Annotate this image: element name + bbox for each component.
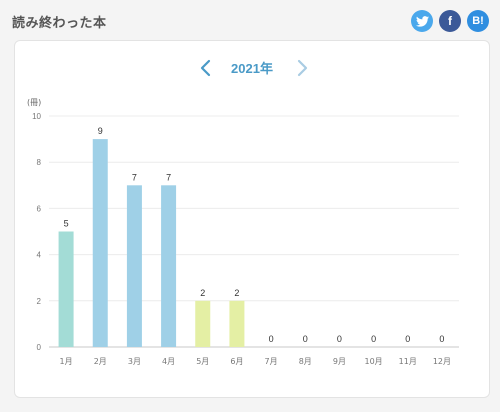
- x-tick-label: 10月: [364, 357, 382, 366]
- chart-card: 2021年 (冊) 0 2 4 6 8 10 5 1月 9 2月 7 3月 7 4月 2 5月 2 6月 0 7月 0 8月…: [14, 40, 490, 398]
- data-label: 5: [64, 219, 69, 229]
- hatena-bookmark-button[interactable]: B!: [467, 10, 489, 32]
- data-label: 0: [371, 334, 376, 344]
- data-label: 7: [132, 172, 137, 182]
- bar-chart: (冊) 0 2 4 6 8 10 5 1月 9 2月 7 3月 7 4月 2 5月 2 6月 0 7月 0 8月 0 9月 0 10…: [27, 98, 459, 366]
- x-tick-label: 7月: [265, 357, 278, 366]
- x-tick-label: 2月: [94, 357, 107, 366]
- x-tick-label: 8月: [299, 357, 312, 366]
- year-navigation: 2021年: [15, 57, 489, 79]
- twitter-share-button[interactable]: [411, 10, 433, 32]
- bar-3: [126, 185, 142, 347]
- chevron-left-icon: [200, 59, 211, 77]
- data-label: 0: [269, 334, 274, 344]
- x-tick-label: 4月: [162, 357, 175, 366]
- bar-1: [58, 231, 74, 347]
- data-label: 0: [303, 334, 308, 344]
- x-tick-label: 11月: [399, 357, 417, 366]
- data-label: 0: [439, 334, 444, 344]
- y-tick-label: 4: [37, 251, 42, 260]
- bar-6: [229, 300, 245, 347]
- data-label: 2: [234, 288, 239, 298]
- y-tick-label: 6: [37, 204, 42, 213]
- bar-4: [161, 185, 177, 347]
- x-tick-label: 1月: [60, 357, 73, 366]
- chevron-right-icon: [297, 59, 308, 77]
- x-tick-label: 6月: [230, 357, 243, 366]
- share-buttons: f B!: [411, 10, 489, 32]
- facebook-share-button[interactable]: f: [439, 10, 461, 32]
- year-label: 2021年: [231, 61, 273, 76]
- x-tick-label: 5月: [196, 357, 209, 366]
- x-tick-label: 9月: [333, 357, 346, 366]
- bar-2: [92, 139, 108, 347]
- x-tick-label: 3月: [128, 357, 141, 366]
- y-tick-label: 8: [37, 158, 42, 167]
- next-year-button[interactable]: [291, 57, 313, 79]
- y-tick-label: 2: [37, 297, 42, 306]
- data-label: 0: [337, 334, 342, 344]
- y-axis-unit-label: (冊): [27, 98, 41, 107]
- data-label: 2: [200, 288, 205, 298]
- facebook-icon: f: [448, 14, 452, 28]
- twitter-icon: [415, 15, 429, 27]
- data-label: 7: [166, 172, 171, 182]
- hatena-bookmark-icon: B!: [472, 15, 484, 27]
- data-label: 9: [98, 126, 103, 136]
- bar-5: [195, 300, 211, 347]
- y-tick-label: 0: [37, 343, 42, 352]
- x-tick-label: 12月: [433, 357, 451, 366]
- y-tick-label: 10: [32, 112, 41, 121]
- prev-year-button[interactable]: [195, 57, 217, 79]
- data-label: 0: [405, 334, 410, 344]
- page-title: 読み終わった本: [12, 16, 107, 31]
